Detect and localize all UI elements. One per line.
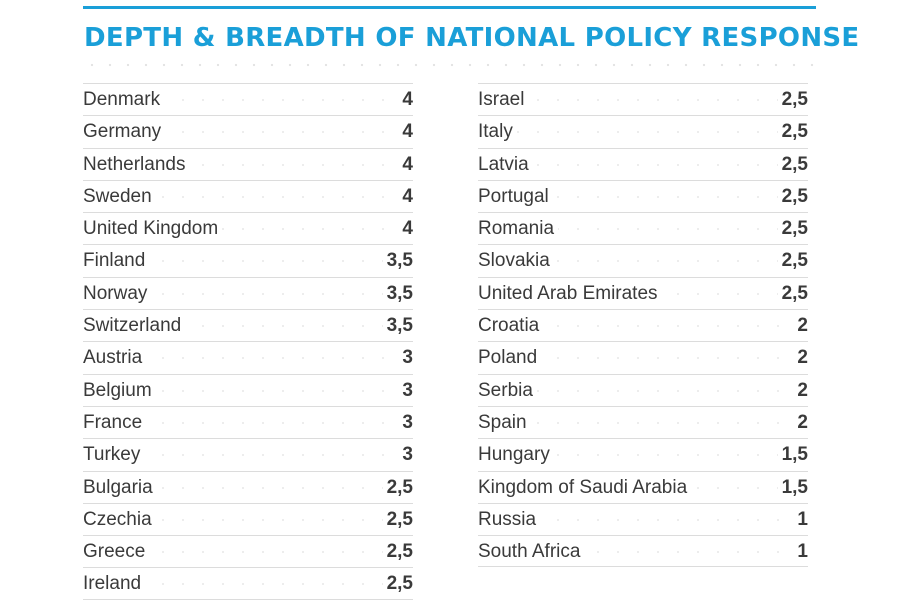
country-label: France	[83, 411, 147, 434]
table-row: Austria 3	[83, 341, 413, 374]
score-value: 3	[398, 379, 413, 402]
country-label: Spain	[478, 411, 531, 434]
country-label: Italy	[478, 121, 517, 144]
score-value: 2,5	[777, 250, 808, 273]
table-row: Ireland 2,5	[83, 567, 413, 600]
table-row: Turkey 3	[83, 438, 413, 471]
table-row: Kingdom of Saudi Arabia 1,5	[478, 470, 808, 503]
table-row: Norway 3,5	[83, 276, 413, 310]
table-row: Italy 2,5	[478, 115, 808, 148]
table-row: Latvia 2,5	[478, 147, 808, 180]
table-row: Romania 2,5	[478, 212, 808, 245]
country-label: Netherlands	[83, 153, 190, 176]
score-value: 2,5	[382, 573, 413, 596]
country-label: Czechia	[83, 508, 156, 531]
country-label: Belgium	[83, 379, 156, 402]
score-value: 1	[793, 508, 808, 531]
score-value: 2,5	[777, 89, 808, 111]
country-label: Finland	[83, 250, 150, 273]
table-row: Switzerland 3,5	[83, 309, 413, 342]
country-label: Ireland	[83, 573, 146, 596]
table-row: Greece 2,5	[83, 535, 413, 568]
score-value: 3	[398, 444, 413, 467]
top-accent-rule	[83, 6, 816, 9]
country-label: Switzerland	[83, 315, 186, 338]
score-value: 2,5	[382, 476, 413, 499]
score-value: 2,5	[777, 153, 808, 176]
score-value: 2,5	[382, 508, 413, 531]
ranking-column-left: Denmark 4 Germany 4 Netherlands 4 Sweden 4 Unite…	[83, 83, 413, 600]
score-value: 2	[793, 411, 808, 434]
country-label: Croatia	[478, 315, 544, 338]
table-row: Bulgaria 2,5	[83, 470, 413, 503]
title-dot-divider	[83, 62, 816, 68]
score-value: 2	[793, 379, 808, 402]
table-row: Spain 2	[478, 405, 808, 439]
country-label: Romania	[478, 218, 559, 241]
country-label: Poland	[478, 347, 542, 370]
score-value: 2,5	[382, 541, 413, 564]
table-row: Hungary 1,5	[478, 438, 808, 471]
country-label: Russia	[478, 508, 541, 531]
table-row: Sweden 4	[83, 179, 413, 213]
ranking-column-right: Israel 2,5 Italy 2,5 Latvia 2,5 Portugal 2,5 Rom…	[478, 83, 808, 568]
table-row: Finland 3,5	[83, 244, 413, 277]
score-value: 4	[398, 89, 413, 111]
country-label: Bulgaria	[83, 476, 157, 499]
score-value: 2,5	[777, 218, 808, 241]
table-row: United Arab Emirates 2,5	[478, 276, 808, 310]
country-label: Portugal	[478, 185, 553, 208]
country-label: Latvia	[478, 153, 533, 176]
table-row: Russia 1	[478, 502, 808, 536]
table-title: DEPTH & BREADTH OF NATIONAL POLICY RESPO…	[84, 23, 860, 53]
score-value: 3,5	[382, 250, 413, 273]
score-value: 1,5	[777, 476, 808, 499]
score-value: 2,5	[777, 282, 808, 305]
table-row: Netherlands 4	[83, 147, 413, 180]
table-row: Slovakia 2,5	[478, 244, 808, 277]
score-value: 1,5	[777, 444, 808, 467]
country-label: Germany	[83, 121, 166, 144]
country-label: Austria	[83, 347, 147, 370]
table-row: Poland 2	[478, 341, 808, 374]
table-row: Germany 4	[83, 115, 413, 148]
country-label: Slovakia	[478, 250, 554, 273]
table-row: France 3	[83, 405, 413, 439]
score-value: 4	[398, 185, 413, 208]
score-value: 2,5	[777, 121, 808, 144]
table-row: Croatia 2	[478, 309, 808, 342]
table-row: Serbia 2	[478, 373, 808, 406]
table-row: Belgium 3	[83, 373, 413, 406]
table-row: Israel 2,5	[478, 83, 808, 116]
country-label: Norway	[83, 282, 152, 305]
score-value: 2	[793, 347, 808, 370]
score-value: 2,5	[777, 185, 808, 208]
country-label: United Arab Emirates	[478, 282, 662, 305]
country-label: South Africa	[478, 541, 585, 564]
table-row: Denmark 4	[83, 83, 413, 116]
score-value: 4	[398, 121, 413, 144]
country-label: Hungary	[478, 444, 554, 467]
country-label: Sweden	[83, 185, 156, 208]
country-label: United Kingdom	[83, 218, 223, 241]
table-row: Czechia 2,5	[83, 502, 413, 536]
score-value: 3,5	[382, 315, 413, 338]
country-label: Greece	[83, 541, 150, 564]
country-label: Denmark	[83, 89, 165, 111]
table-row: United Kingdom 4	[83, 212, 413, 245]
score-value: 2	[793, 315, 808, 338]
score-value: 1	[793, 541, 808, 564]
score-value: 4	[398, 153, 413, 176]
score-value: 3	[398, 411, 413, 434]
score-value: 4	[398, 218, 413, 241]
country-label: Turkey	[83, 444, 145, 467]
country-label: Serbia	[478, 379, 537, 402]
country-label: Israel	[478, 89, 529, 111]
table-row: Portugal 2,5	[478, 179, 808, 213]
country-label: Kingdom of Saudi Arabia	[478, 476, 692, 499]
score-value: 3	[398, 347, 413, 370]
table-row: South Africa 1	[478, 535, 808, 568]
score-value: 3,5	[382, 282, 413, 305]
